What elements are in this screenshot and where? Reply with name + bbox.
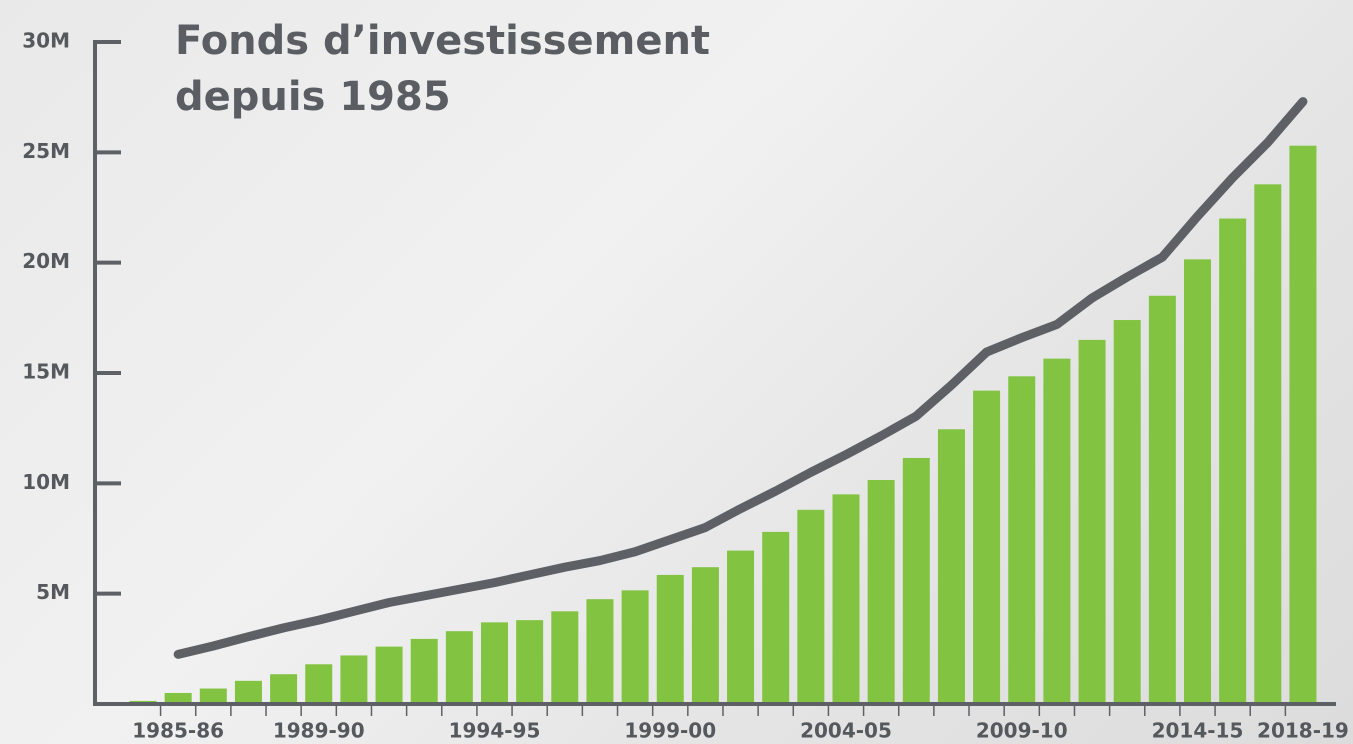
bar xyxy=(446,631,473,704)
y-tick-label: 25M xyxy=(22,139,70,163)
bar xyxy=(200,689,227,704)
bar xyxy=(1219,219,1246,704)
bar xyxy=(762,532,789,704)
x-tick-label: 1989-90 xyxy=(273,719,365,743)
bar xyxy=(411,639,438,704)
bar xyxy=(692,567,719,704)
bar xyxy=(1114,320,1141,704)
bar xyxy=(481,622,508,704)
bar xyxy=(340,655,367,704)
y-tick-label: 10M xyxy=(22,470,70,494)
chart: Fonds d’investissement depuis 1985 5M 10M… xyxy=(0,0,1353,744)
bar xyxy=(1149,296,1176,704)
x-tick-label: 1999-00 xyxy=(624,719,716,743)
bar xyxy=(1184,259,1211,704)
bar xyxy=(270,674,297,704)
bar xyxy=(1043,359,1070,704)
x-tick-label: 2014-15 xyxy=(1152,719,1244,743)
y-tick-label: 20M xyxy=(22,249,70,273)
bar xyxy=(973,391,1000,704)
bar xyxy=(1254,184,1281,704)
bar xyxy=(657,575,684,704)
page: {"chart_data": { "type": "bar-line", "ti… xyxy=(0,0,1353,744)
x-tick-label: 1994-95 xyxy=(449,719,541,743)
chart-title: Fonds d’investissement xyxy=(175,18,710,64)
y-tick-label: 30M xyxy=(22,29,70,53)
bar xyxy=(903,458,930,704)
bar xyxy=(833,494,860,704)
chart-title: depuis 1985 xyxy=(175,74,451,120)
bar xyxy=(305,664,332,704)
bar xyxy=(797,510,824,704)
x-tick-label: 2018-19 xyxy=(1257,719,1349,743)
bar xyxy=(1079,340,1106,704)
bar xyxy=(622,590,649,704)
bar xyxy=(376,647,403,704)
bar xyxy=(727,551,754,704)
bar xyxy=(516,620,543,704)
bar xyxy=(586,599,613,704)
x-tick-label: 2004-05 xyxy=(800,719,892,743)
x-tick-label: 1985-86 xyxy=(132,719,224,743)
x-tick-label: 2009-10 xyxy=(976,719,1068,743)
bar xyxy=(1008,376,1035,704)
bar xyxy=(1289,146,1316,704)
bar xyxy=(938,429,965,704)
y-tick-label: 15M xyxy=(22,360,70,384)
bar xyxy=(868,480,895,704)
bar xyxy=(235,681,262,704)
y-tick-label: 5M xyxy=(36,580,70,604)
bar xyxy=(551,611,578,704)
